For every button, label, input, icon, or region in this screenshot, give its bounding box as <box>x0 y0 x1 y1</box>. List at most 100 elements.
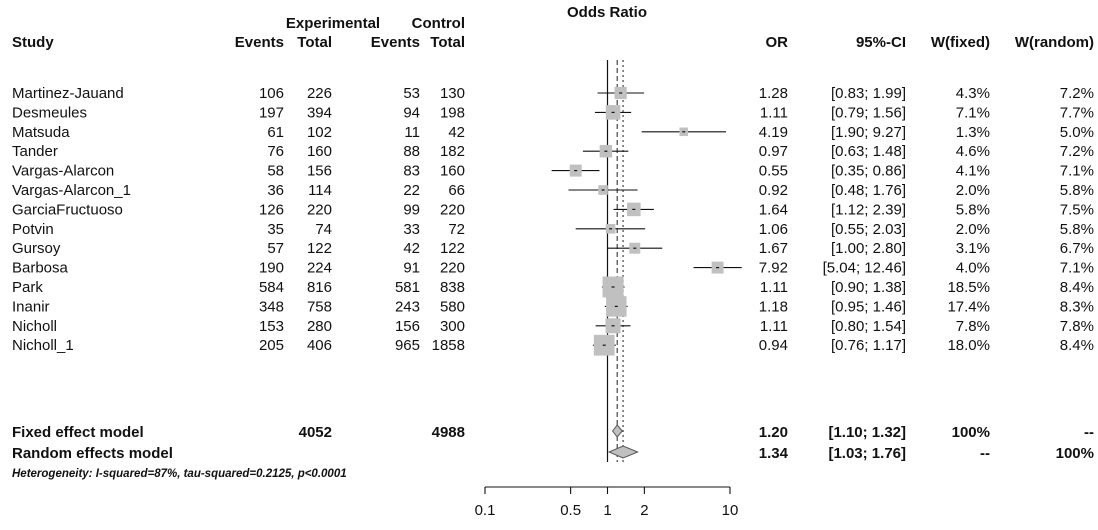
exp-events-value: 76 <box>267 143 284 160</box>
ctl-events-value: 156 <box>395 318 420 335</box>
w-fixed-value: 3.1% <box>956 240 990 257</box>
ctl-events-value: 42 <box>403 240 420 257</box>
ctl-events-value: 94 <box>403 104 420 121</box>
exp-events-value: 205 <box>259 337 284 354</box>
ctl-total-value: 1858 <box>432 337 465 354</box>
or-value: 0.94 <box>759 337 788 354</box>
ctl-total-value: 160 <box>440 163 465 180</box>
random-or-value: 1.34 <box>759 445 789 462</box>
ctl-events-header: Events <box>371 34 420 51</box>
ci-value: [0.95; 1.46] <box>831 298 906 315</box>
or-value: 0.55 <box>759 163 788 180</box>
ctl-events-value: 243 <box>395 298 420 315</box>
or-value: 1.64 <box>759 201 788 218</box>
w-random-value: 5.8% <box>1060 182 1094 199</box>
exp-events-value: 126 <box>259 201 284 218</box>
exp-total-header: Total <box>297 34 332 51</box>
exp-total-value: 74 <box>315 221 332 238</box>
ci-value: [0.80; 1.54] <box>831 318 906 335</box>
x-tick-label: 1 <box>603 502 611 519</box>
exp-events-value: 197 <box>259 104 284 121</box>
w-fixed-value: 4.6% <box>956 143 990 160</box>
ctl-total-value: 580 <box>440 298 465 315</box>
ci-value: [0.63; 1.48] <box>831 143 906 160</box>
ci-value: [0.35; 0.86] <box>831 163 906 180</box>
or-value: 1.28 <box>759 85 788 102</box>
exp-total-value: 394 <box>307 104 332 121</box>
or-value: 1.11 <box>760 279 788 296</box>
fixed-w-random: -- <box>1084 424 1094 441</box>
w-fixed-value: 1.3% <box>956 124 990 141</box>
heterogeneity-text: Heterogeneity: I-squared=87%, tau-square… <box>12 468 347 480</box>
or-value: 7.92 <box>759 260 788 277</box>
x-axis-ticks: 0.1 0.5 1 2 10 <box>475 487 739 519</box>
study-rows: Martinez-Jauand 106 226 53 130 1.28 [0.83; 1.9… <box>12 85 1094 354</box>
random-w-fixed: -- <box>980 445 990 462</box>
w-random-header: W(random) <box>1015 34 1094 51</box>
w-fixed-value: 17.4% <box>947 298 990 315</box>
w-fixed-value: 5.8% <box>956 201 990 218</box>
exp-events-value: 57 <box>267 240 284 257</box>
ctl-events-value: 11 <box>404 124 420 141</box>
study-name: Vargas-Alarcon_1 <box>12 182 131 199</box>
ci-value: [0.48; 1.76] <box>831 182 906 199</box>
ctl-total-value: 42 <box>448 124 465 141</box>
ctl-total-value: 66 <box>448 182 465 199</box>
w-random-value: 7.5% <box>1060 201 1094 218</box>
or-value: 1.11 <box>760 318 788 335</box>
study-name: Tander <box>12 143 58 160</box>
exp-total-value: 224 <box>307 260 332 277</box>
ctl-total-value: 838 <box>440 279 465 296</box>
study-name: Potvin <box>12 221 54 238</box>
x-tick-label: 0.1 <box>475 502 496 519</box>
ctl-total-header: Total <box>430 34 465 51</box>
or-value: 1.06 <box>759 221 788 238</box>
w-random-value: 7.8% <box>1060 318 1094 335</box>
or-value: 4.19 <box>759 124 788 141</box>
ci-value: [0.90; 1.38] <box>831 279 906 296</box>
exp-events-value: 584 <box>259 279 284 296</box>
exp-total-value: 280 <box>307 318 332 335</box>
exp-events-value: 106 <box>259 85 284 102</box>
w-random-value: 6.7% <box>1060 240 1094 257</box>
w-fixed-value: 18.0% <box>947 337 990 354</box>
exp-total-value: 102 <box>307 124 332 141</box>
ctl-total-value: 130 <box>440 85 465 102</box>
fixed-effect-diamond <box>611 424 623 438</box>
w-random-value: 5.0% <box>1060 124 1094 141</box>
exp-total-value: 122 <box>307 240 332 257</box>
fixed-or-value: 1.20 <box>759 424 788 441</box>
study-name: Desmeules <box>12 104 87 121</box>
w-random-value: 7.2% <box>1060 143 1094 160</box>
exp-events-header: Events <box>235 34 284 51</box>
fixed-model-label: Fixed effect model <box>12 424 144 441</box>
w-random-value: 7.1% <box>1060 163 1094 180</box>
ci-value: [0.83; 1.99] <box>831 85 906 102</box>
plot-title: Odds Ratio <box>567 4 647 21</box>
ctl-total-value: 122 <box>440 240 465 257</box>
ctl-events-value: 83 <box>403 163 420 180</box>
random-ci-value: [1.03; 1.76] <box>828 445 906 462</box>
study-name: Park <box>12 279 43 296</box>
study-name: Martinez-Jauand <box>12 85 124 102</box>
control-header: Control <box>412 15 465 32</box>
exp-events-value: 35 <box>267 221 284 238</box>
ci-value: [0.55; 2.03] <box>831 221 906 238</box>
ctl-events-value: 53 <box>403 85 420 102</box>
study-name: GarciaFructuoso <box>12 201 123 218</box>
ctl-total-value: 182 <box>440 143 465 160</box>
w-fixed-value: 7.1% <box>956 104 990 121</box>
summary-rows: Fixed effect model 4052 4988 1.20 [1.10; 1.3… <box>12 424 1094 462</box>
fixed-ctl-total: 4988 <box>432 424 465 441</box>
ci-value: [0.76; 1.17] <box>831 337 906 354</box>
study-name: Nicholl <box>12 318 57 335</box>
w-random-value: 8.4% <box>1060 337 1094 354</box>
x-tick-label: 10 <box>722 502 739 519</box>
study-header: Study <box>12 34 54 51</box>
exp-total-value: 220 <box>307 201 332 218</box>
exp-total-value: 226 <box>307 85 332 102</box>
exp-total-value: 156 <box>307 163 332 180</box>
study-marks <box>551 86 742 356</box>
ctl-total-value: 72 <box>448 221 465 238</box>
exp-total-value: 816 <box>307 279 332 296</box>
